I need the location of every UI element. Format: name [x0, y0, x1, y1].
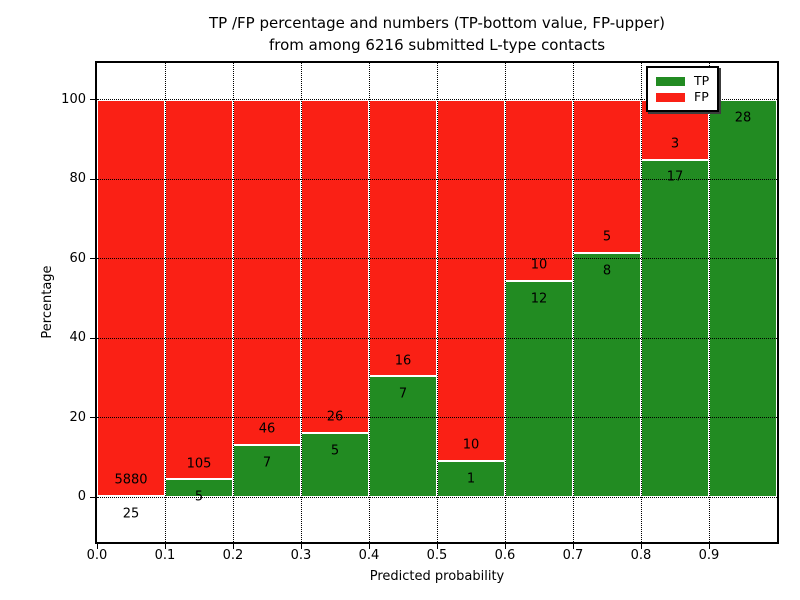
x-tick-0.0: [96, 544, 98, 549]
x-tick-label-0.3: 0.3: [290, 548, 312, 563]
chart-title-line-2: from among 6216 submitted L-type contact…: [268, 36, 606, 54]
tp-count-label: 7: [262, 455, 272, 471]
tp-bar-segment-0.3-0.4: [301, 433, 369, 498]
fp-bar-segment-0.3-0.4: [301, 99, 369, 434]
x-tick-0.5: [436, 544, 438, 549]
tp-bar-segment-0.5-0.6: [437, 461, 505, 498]
tp-count-label: 8: [602, 263, 612, 279]
fp-bar-segment-0.2-0.3: [233, 99, 301, 445]
x-tick-0.1: [164, 544, 166, 549]
fp-count-label: 5880: [114, 472, 148, 488]
v-gridline-0.1: [164, 63, 166, 542]
y-tick-80: [90, 178, 95, 180]
fp-bar-segment-0.5-0.6: [437, 99, 505, 462]
x-tick-0.7: [572, 544, 574, 549]
x-tick-label-0.1: 0.1: [154, 548, 176, 563]
fp-count-label: 3: [670, 136, 680, 152]
fp-count-label: 5: [602, 229, 612, 245]
tp-bar-segment-0.8-0.9: [641, 159, 709, 498]
fp-count-label: 10: [462, 437, 480, 453]
x-tick-label-0.2: 0.2: [222, 548, 244, 563]
x-tick-0.8: [640, 544, 642, 549]
y-axis-label: Percentage: [40, 265, 55, 339]
x-tick-0.4: [368, 544, 370, 549]
fp-bar-segment-0.7-0.8: [573, 99, 641, 253]
tp-count-label: 7: [398, 386, 408, 402]
x-tick-0.9: [708, 544, 710, 549]
x-tick-label-0.6: 0.6: [494, 548, 516, 563]
x-tick-label-0.9: 0.9: [698, 548, 720, 563]
tp-bar-segment-0.6-0.7: [505, 280, 573, 498]
v-gridline-0.3: [300, 63, 302, 542]
tp-count-label: 17: [666, 169, 684, 185]
x-tick-label-0.8: 0.8: [630, 548, 652, 563]
y-tick-label-80: 80: [69, 171, 86, 187]
fp-legend-label: FP: [694, 89, 709, 104]
x-tick-label-0.5: 0.5: [426, 548, 448, 563]
y-tick-100: [90, 99, 95, 101]
x-tick-label-0.7: 0.7: [562, 548, 584, 563]
v-gridline-0.9: [708, 63, 710, 542]
fp-count-label: 105: [186, 456, 212, 471]
tp-legend-label: TP: [694, 73, 710, 88]
x-tick-0.6: [504, 544, 506, 549]
y-tick-label-100: 100: [61, 91, 86, 107]
fp-legend-swatch-icon: [656, 92, 685, 102]
y-tick-40: [90, 337, 95, 339]
y-tick-20: [90, 417, 95, 419]
y-tick-label-40: 40: [69, 330, 86, 346]
fp-bar-segment-0.0-0.1: [97, 99, 165, 496]
fp-count-label: 16: [394, 353, 412, 369]
v-gridline-0.8: [640, 63, 642, 542]
legend-item-fp: FP: [656, 89, 709, 105]
v-gridline-0.6: [504, 63, 506, 542]
x-tick-0.2: [232, 544, 234, 549]
fp-count-label: 26: [326, 409, 344, 425]
x-axis-label: Predicted probability: [369, 569, 505, 584]
v-gridline-0.5: [436, 63, 438, 542]
legend-item-tp: TP: [656, 73, 709, 89]
tp-count-label: 28: [734, 110, 752, 126]
tp-count-label: 5: [330, 443, 340, 459]
tp-legend-swatch-icon: [656, 76, 685, 86]
plot-area: 5880 25 105 5 46 7 26 5 16 7 10 1 10 12 5 8 3 17 28: [95, 61, 779, 544]
tp-count-label: 25: [122, 506, 140, 522]
y-tick-0: [90, 496, 95, 498]
y-tick-label-0: 0: [77, 489, 86, 505]
fp-bar-segment-0.6-0.7: [505, 99, 573, 281]
x-tick-label-0.0: 0.0: [86, 548, 108, 563]
v-gridline-0.2: [232, 63, 234, 542]
y-tick-60: [90, 258, 95, 260]
tp-count-label: 5: [194, 489, 204, 505]
fp-bar-segment-0.4-0.5: [369, 99, 437, 377]
tp-count-label: 1: [466, 471, 476, 487]
v-gridline-0.7: [572, 63, 574, 542]
tp-bar-segment-0.2-0.3: [233, 444, 301, 498]
tp-count-label: 12: [530, 291, 548, 307]
x-tick-0.3: [300, 544, 302, 549]
legend: TP FP: [646, 66, 720, 112]
fp-count-label: 10: [530, 257, 548, 273]
y-tick-label-60: 60: [69, 250, 86, 266]
x-tick-label-0.4: 0.4: [358, 548, 380, 563]
y-tick-label-20: 20: [69, 409, 86, 425]
tp-bar-segment-0.9-1.0: [709, 99, 777, 498]
tp-bar-segment-0.7-0.8: [573, 252, 641, 498]
chart-title-line-1: TP /FP percentage and numbers (TP-bottom…: [209, 14, 665, 32]
fp-count-label: 46: [258, 421, 276, 437]
v-gridline-0.4: [368, 63, 370, 542]
fp-bar-segment-0.1-0.2: [165, 99, 233, 480]
